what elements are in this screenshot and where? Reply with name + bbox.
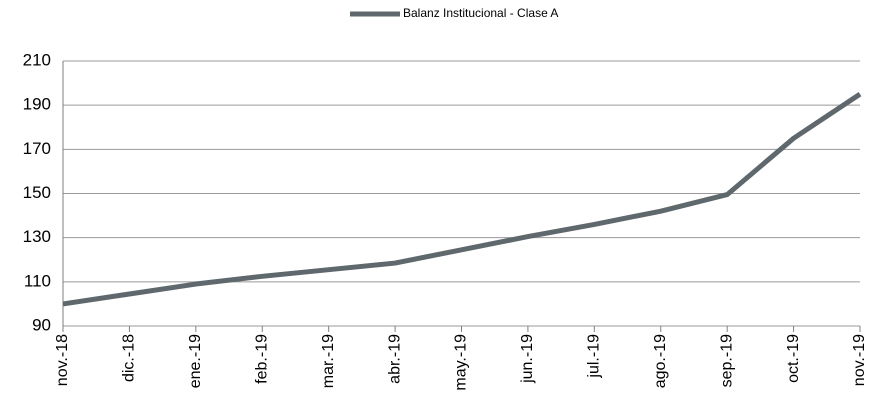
x-tick-label: feb.-19 [253,334,270,384]
x-tick-label: mar.-19 [320,334,337,388]
x-tick-label: ago.-19 [652,334,669,388]
y-tick-label: 170 [23,139,51,158]
y-tick-label: 150 [23,183,51,202]
x-tick-label: sep.-19 [718,334,735,387]
legend-label: Balanz Institucional - Clase A [403,6,558,20]
y-tick-label: 210 [23,50,51,69]
x-tick-label: oct.-19 [785,334,802,383]
x-tick-label: dic.-18 [121,334,138,382]
y-tick-label: 90 [32,315,51,334]
x-tick-label: abr.-19 [386,334,403,384]
x-tick-label: nov.-19 [851,334,868,386]
x-tick-label: nov.-18 [54,334,71,386]
x-tick-label: may.-19 [453,334,470,391]
x-tick-label: jun.-19 [519,334,536,384]
y-tick-label: 110 [24,271,51,290]
y-tick-label: 130 [23,227,51,246]
x-tick-label: ene.-19 [187,334,204,388]
data-line [62,92,862,307]
y-tick-label: 190 [23,95,51,114]
x-tick-label: jul.-19 [586,334,603,379]
